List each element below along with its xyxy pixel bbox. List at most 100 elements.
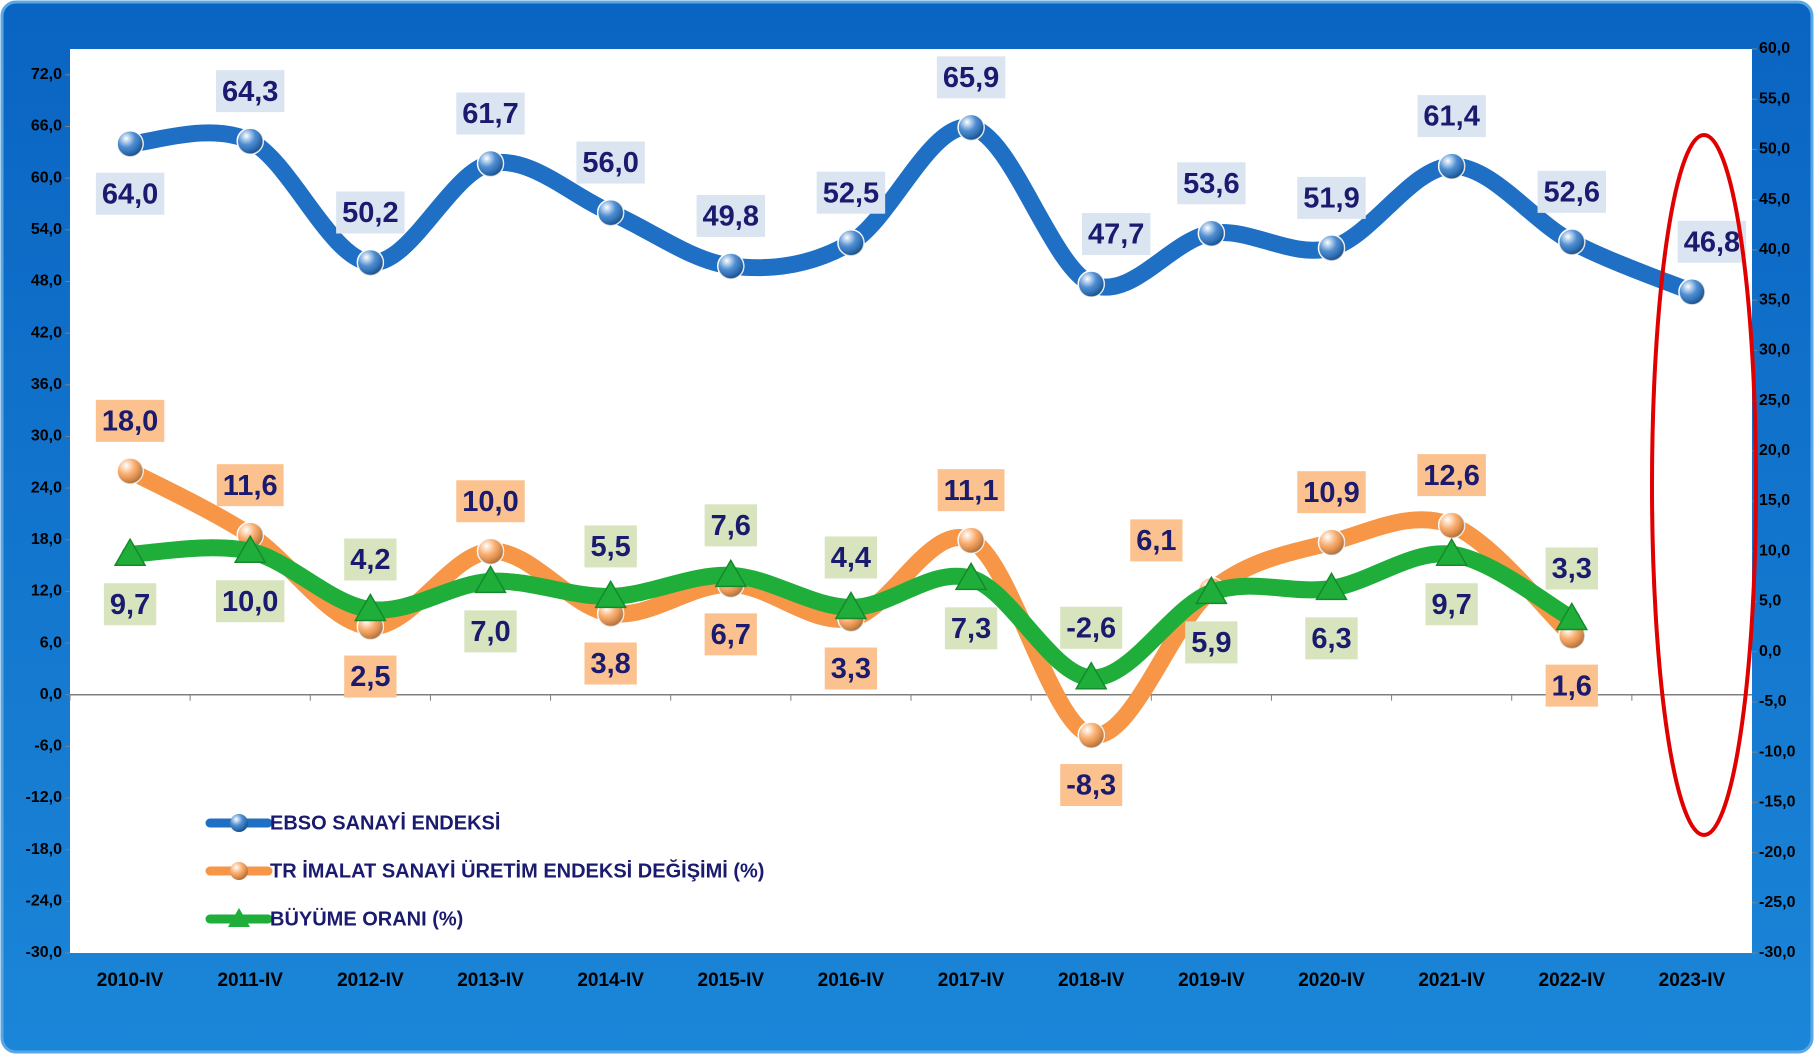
- point-shine: [1318, 529, 1345, 556]
- point-shine: [597, 199, 624, 226]
- value-label: 12,6: [1423, 460, 1479, 492]
- triangle-marker: [474, 564, 507, 594]
- value-label: 50,2: [342, 197, 398, 229]
- value-label-bg: [704, 504, 757, 547]
- y2-tick-label: -15,0: [1759, 794, 1796, 811]
- value-label-bg: [1130, 519, 1183, 562]
- y2-tick-label: 15,0: [1759, 492, 1790, 509]
- value-label: 49,8: [703, 201, 759, 233]
- value-label-bg: [824, 536, 878, 579]
- y2-tick-label: -30,0: [1759, 944, 1796, 961]
- value-label-bg: [344, 655, 397, 698]
- value-label-bg: [103, 583, 157, 626]
- point-shine: [1078, 271, 1105, 298]
- legend-marker: [228, 908, 250, 927]
- value-label-bg: [584, 525, 637, 568]
- value-label-bg: [95, 399, 165, 442]
- y2-tick-label: 5,0: [1759, 593, 1781, 610]
- value-label: 5,5: [590, 531, 630, 563]
- y-tick-label: 30,0: [31, 428, 62, 445]
- y2-tick-label: -5,0: [1759, 693, 1787, 710]
- y-tick-label: 72,0: [31, 66, 62, 83]
- value-label-bg: [215, 580, 285, 623]
- value-label-bg: [1060, 764, 1123, 807]
- value-label-bg: [1297, 471, 1366, 514]
- value-label: -8,3: [1066, 770, 1116, 802]
- value-label: 46,8: [1684, 226, 1740, 258]
- value-label: 47,7: [1088, 219, 1144, 251]
- triangle-marker: [954, 561, 988, 591]
- value-label-bg: [1545, 664, 1598, 707]
- x-tick-label: 2020-IV: [1298, 970, 1365, 991]
- value-label: 3,3: [831, 653, 871, 685]
- value-label: 1,6: [1552, 670, 1592, 702]
- value-label: 6,1: [1136, 525, 1176, 557]
- y-tick-label: 36,0: [31, 376, 62, 393]
- x-tick-label: 2021-IV: [1418, 970, 1485, 991]
- value-label: 51,9: [1303, 183, 1359, 215]
- value-label-bg: [944, 607, 998, 650]
- point-shine: [958, 527, 985, 554]
- y-tick-label: 54,0: [31, 221, 62, 238]
- point-shine: [1078, 722, 1105, 749]
- value-label-bg: [1677, 220, 1747, 263]
- value-label: 7,6: [711, 510, 751, 542]
- value-label-bg: [464, 610, 517, 653]
- triangle-marker: [354, 592, 387, 622]
- value-label: 3,8: [590, 648, 630, 680]
- y2-tick-label: 30,0: [1759, 342, 1790, 359]
- value-label-bg: [576, 141, 645, 184]
- y2-tick-label: -25,0: [1759, 894, 1796, 911]
- point-shine: [357, 249, 384, 276]
- value-label: 6,7: [711, 619, 751, 651]
- value-label: 10,0: [222, 586, 278, 618]
- y-tick-label: -18,0: [26, 841, 63, 858]
- value-label: 11,6: [223, 470, 278, 502]
- value-label-bg: [336, 191, 405, 234]
- value-label-bg: [816, 171, 886, 214]
- value-label-bg: [696, 194, 766, 237]
- x-tick-label: 2012-IV: [337, 970, 404, 991]
- point-shine: [1678, 278, 1705, 305]
- value-label: 9,7: [110, 589, 150, 621]
- point-shine: [958, 114, 985, 141]
- x-tick-label: 2015-IV: [698, 970, 765, 991]
- value-label: 56,0: [582, 147, 638, 179]
- x-tick-label: 2011-IV: [217, 970, 283, 991]
- y2-tick-label: 55,0: [1759, 90, 1790, 107]
- y-tick-label: -24,0: [26, 893, 63, 910]
- value-label: 61,4: [1423, 101, 1479, 133]
- y2-tick-label: 45,0: [1759, 191, 1790, 208]
- y2-tick-label: 35,0: [1759, 291, 1790, 308]
- point-shine: [117, 457, 144, 484]
- value-label-bg: [456, 92, 525, 135]
- triangle-marker: [113, 537, 147, 566]
- triangle-marker: [714, 558, 748, 588]
- value-label: 10,9: [1303, 477, 1359, 509]
- point-shine: [1198, 220, 1225, 247]
- value-label-bg: [1417, 454, 1486, 497]
- x-tick-label: 2016-IV: [818, 970, 885, 991]
- x-tick-label: 2017-IV: [938, 970, 1005, 991]
- x-tick-label: 2018-IV: [1058, 970, 1125, 991]
- value-label-bg: [344, 538, 397, 581]
- y2-tick-label: 20,0: [1759, 442, 1790, 459]
- value-label: 11,1: [944, 475, 999, 507]
- triangle-marker: [1435, 537, 1468, 566]
- y-tick-label: -12,0: [26, 789, 63, 806]
- y-tick-label: 12,0: [31, 583, 62, 600]
- y2-tick-label: 40,0: [1759, 241, 1790, 258]
- value-label: 4,4: [831, 542, 871, 574]
- value-label-bg: [1177, 162, 1246, 205]
- triangle-marker: [834, 590, 868, 620]
- value-label-bg: [1417, 95, 1486, 138]
- value-label-bg: [1081, 213, 1151, 256]
- y-tick-label: -6,0: [34, 738, 62, 755]
- value-label-bg: [584, 642, 637, 685]
- value-label-bg: [215, 70, 285, 113]
- highlight-ellipse: [1650, 133, 1758, 837]
- y2-tick-label: 25,0: [1759, 392, 1790, 409]
- y-tick-label: -30,0: [26, 944, 63, 961]
- y-tick-label: 42,0: [31, 324, 62, 341]
- point-shine: [1318, 234, 1345, 261]
